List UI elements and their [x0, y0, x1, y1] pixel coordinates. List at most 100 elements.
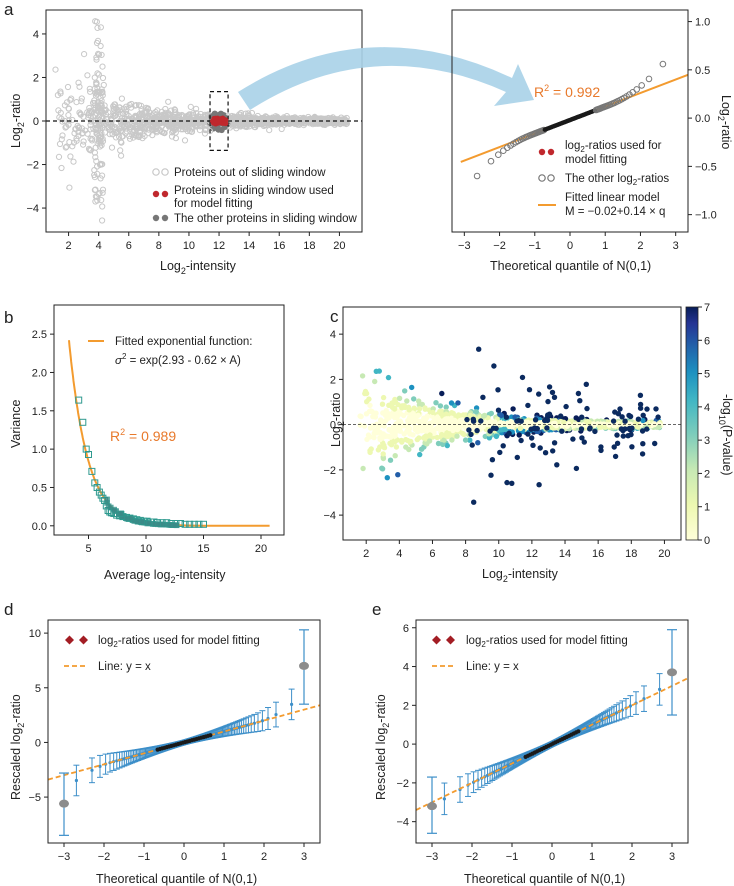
data-point — [449, 437, 455, 443]
data-point — [575, 390, 582, 397]
data-point — [99, 217, 106, 224]
data-point — [427, 432, 433, 438]
data-point — [637, 401, 644, 408]
variance-point — [200, 520, 207, 528]
data-point — [639, 428, 646, 434]
data-point — [614, 432, 620, 438]
d-tail-points — [59, 629, 309, 836]
data-point — [59, 132, 66, 139]
data-point — [138, 102, 145, 110]
data-point — [536, 482, 542, 488]
data-point — [471, 499, 477, 505]
data-point — [656, 424, 662, 430]
data-point — [563, 403, 569, 410]
data-point — [443, 433, 449, 439]
legend-marker — [152, 190, 160, 198]
data-point — [543, 416, 550, 422]
data-point — [62, 124, 69, 131]
qq-point — [633, 86, 641, 93]
y-tick-label: −2 — [396, 778, 409, 790]
data-point — [361, 423, 368, 429]
data-point — [174, 119, 181, 126]
legend-marker — [538, 174, 546, 182]
data-point — [236, 120, 243, 127]
legend-marker — [152, 214, 160, 222]
x-tick-label: −3 — [458, 240, 471, 252]
data-point — [592, 428, 598, 435]
data-point — [360, 465, 366, 472]
panel-letter-b: b — [4, 308, 13, 327]
legend-marker — [161, 190, 169, 198]
x-tick-label: −1 — [529, 240, 542, 252]
qq-point — [495, 151, 502, 158]
data-point — [95, 50, 102, 58]
data-point — [202, 126, 209, 134]
x-tick-label: −1 — [138, 851, 151, 863]
c-x-ticks: 2 4 6 8 10 12 14 16 18 20 — [363, 540, 671, 560]
data-point — [550, 448, 556, 454]
data-point — [476, 346, 482, 352]
y-tick-label: 1.5 — [32, 406, 47, 418]
data-point — [493, 433, 500, 440]
variance-point — [181, 520, 189, 528]
data-point — [480, 394, 486, 400]
data-point — [403, 436, 409, 443]
a-left-fit-points — [210, 115, 229, 127]
e-y-ticks: −4 −2 0 2 4 6 — [396, 623, 416, 829]
data-point — [411, 396, 417, 402]
c-y-ticks: −4 −2 0 2 4 — [323, 329, 343, 522]
x-tick-label: 0 — [567, 240, 573, 252]
data-point — [94, 197, 101, 204]
y-tick-label: −2 — [26, 160, 39, 172]
data-point — [451, 417, 458, 423]
data-point — [189, 125, 196, 132]
data-point — [481, 412, 488, 419]
fit-point — [221, 116, 227, 122]
data-point — [531, 425, 538, 431]
x-tick-label: 6 — [429, 548, 435, 560]
data-point — [94, 70, 101, 77]
data-point — [93, 193, 101, 200]
tail-point — [427, 802, 437, 811]
tail-point — [299, 661, 309, 670]
d-frame — [47, 619, 321, 844]
data-point — [97, 175, 104, 182]
data-point — [398, 437, 405, 444]
panel-letter-a: a — [4, 0, 14, 19]
c-colorbar — [685, 306, 699, 541]
data-point — [110, 103, 117, 110]
a-left-legend: Proteins out of sliding window Proteins … — [152, 167, 358, 225]
data-point — [162, 125, 169, 132]
data-point — [113, 129, 120, 136]
a-right-points — [473, 60, 667, 180]
data-point — [383, 409, 389, 415]
variance-point — [75, 396, 83, 404]
data-point — [546, 384, 553, 390]
variance-point — [127, 515, 134, 522]
data-point — [299, 116, 306, 123]
data-point — [68, 95, 75, 102]
d-ylabel: Rescaled log2-ratio — [9, 694, 26, 800]
data-point — [493, 425, 499, 431]
data-point — [109, 130, 116, 138]
data-point — [502, 426, 509, 433]
colorbar-tick-label: 4 — [704, 402, 710, 414]
d-xlabel: Theoretical quantile of N(0,1) — [96, 872, 257, 886]
data-point — [78, 98, 85, 105]
e-xlabel: Theoretical quantile of N(0,1) — [464, 872, 625, 886]
d-fit-points — [155, 733, 213, 752]
data-point — [622, 426, 628, 432]
variance-point — [79, 418, 87, 426]
legend-marker — [432, 635, 441, 645]
data-point — [92, 154, 99, 161]
data-point — [112, 112, 119, 119]
data-point — [546, 411, 553, 417]
data-point — [256, 116, 263, 123]
variance-point — [134, 518, 141, 525]
data-point — [379, 465, 385, 471]
data-point — [444, 442, 450, 449]
variance-point — [104, 496, 110, 503]
data-point — [80, 138, 87, 145]
data-point — [421, 415, 427, 421]
data-point — [111, 106, 118, 114]
